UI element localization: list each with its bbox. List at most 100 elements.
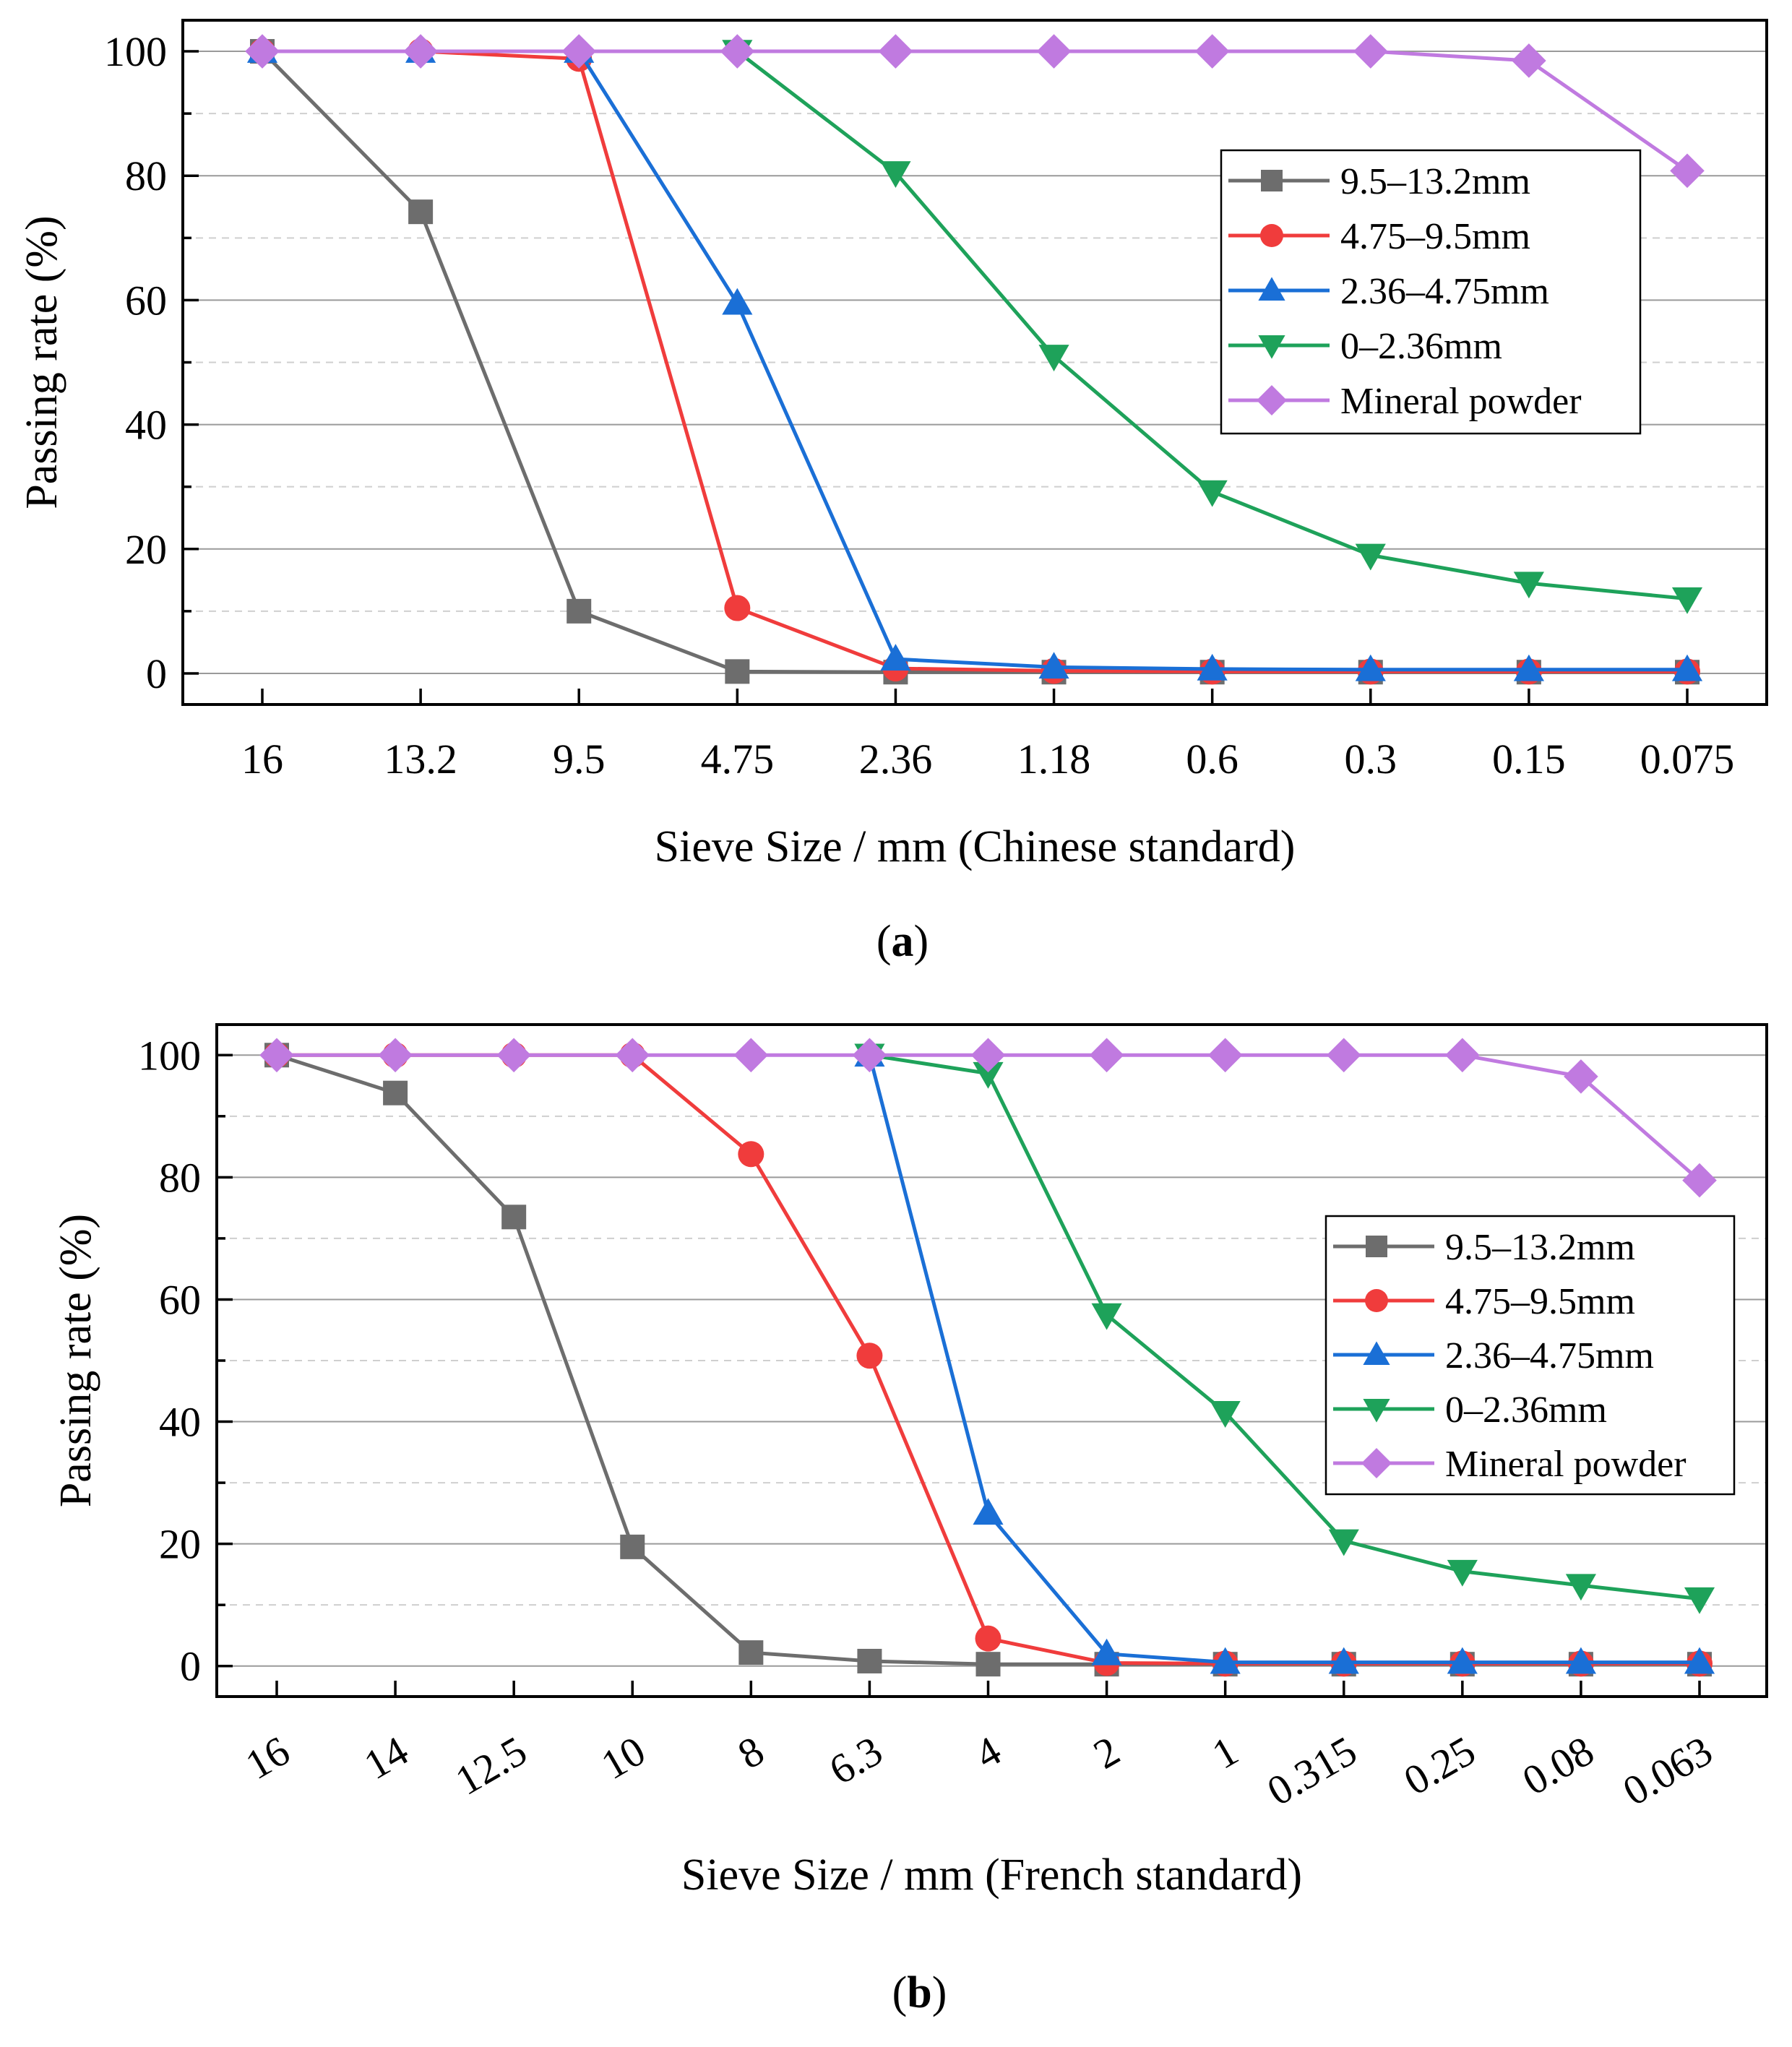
data-point-mineral-powder-16 [259,1038,294,1073]
legend-marker-4-75-9-5mm [1365,1289,1388,1312]
legend-marker-mineral-powder [1257,385,1287,415]
y-tick-label: 100 [104,28,167,75]
data-point-mineral-powder-0-315 [1326,1038,1361,1073]
x-tick-label: 0.15 [1492,736,1566,783]
data-point-mineral-powder-10 [615,1038,650,1073]
y-axis-title: Passing rate (%) [17,215,66,509]
y-tick-label: 60 [159,1276,201,1323]
data-point-9-5-13-2mm-9-5 [567,598,592,624]
series-line-2-36-4-75mm [867,1054,1700,1665]
x-tick-label: 0.08 [1515,1727,1601,1804]
data-point-mineral-powder-2-36 [878,34,913,69]
legend-label-mineral-powder: Mineral powder [1340,381,1582,422]
data-point-9-5-13-2mm-12-5 [501,1205,527,1230]
x-tick-label: 16 [241,736,283,783]
legend-marker-9-5-13-2mm [1261,170,1283,191]
y-axis-title: Passing rate (%) [51,1214,100,1507]
y-tick-label: 20 [159,1521,201,1568]
legend-marker-mineral-powder [1361,1448,1392,1478]
legend-label-4-75-9-5mm: 4.75–9.5mm [1445,1281,1635,1322]
data-point-4-75-9-5mm-8 [738,1141,764,1168]
data-point-mineral-powder-0-3 [1353,34,1388,69]
data-point-0-2-36mm-0-08 [1565,1574,1596,1601]
data-point-0-2-36mm-2-36 [880,161,911,189]
data-point-mineral-powder-1-18 [1036,34,1072,69]
x-tick-label: 1 [1205,1727,1246,1778]
chart-panel-b: 0 20 40 60 80 100 16 14 12.5 10 8 6.3 4 2 1 0.315 0.25 0.… [51,1023,1768,2017]
x-axis-title: Sieve Size / mm (French standard) [681,1850,1302,1900]
data-point-9-5-13-2mm-4-75 [725,659,750,684]
x-tick-label: 0.25 [1396,1727,1483,1804]
series-mineral-powder [259,1038,1717,1198]
data-point-mineral-powder-12-5 [496,1038,531,1073]
data-point-2-36-4-75mm-0-063 [1684,1647,1715,1674]
legend: 9.5–13.2mm 4.75–9.5mm 2.36–4.75mm 0–2.36mm M… [1220,149,1642,435]
legend-label-9-5-13-2mm: 9.5–13.2mm [1340,161,1530,202]
data-point-mineral-powder-4-75 [720,34,755,69]
x-tick-label: 0.075 [1640,736,1735,783]
data-point-2-36-4-75mm-0-075 [1671,654,1703,681]
data-point-2-36-4-75mm-4 [973,1498,1004,1525]
data-point-2-36-4-75mm-2-36 [880,644,911,671]
x-tick-label: 0.3 [1345,736,1397,783]
x-tick-label: 0.6 [1186,736,1239,783]
legend-label-4-75-9-5mm: 4.75–9.5mm [1340,216,1530,257]
data-point-4-75-9-5mm-4-75 [724,595,751,621]
series-2-36-4-75mm [854,1040,1715,1674]
x-tick-label: 2.36 [859,736,933,783]
data-point-0-2-36mm-4 [973,1061,1004,1089]
legend-label-2-36-4-75mm: 2.36–4.75mm [1445,1335,1654,1376]
data-point-mineral-powder-8 [733,1038,769,1073]
y-tick-label: 100 [138,1032,201,1079]
legend-marker-0-2-36mm [1258,335,1285,359]
data-point-9-5-13-2mm-14 [383,1080,408,1106]
x-tick-label: 2 [1085,1727,1127,1778]
x-tick-label: 14 [356,1727,416,1788]
data-point-mineral-powder-6-3 [852,1038,887,1073]
x-tick-label: 16 [238,1727,298,1788]
data-point-2-36-4-75mm-0-315 [1328,1647,1359,1674]
legend-marker-2-36-4-75mm [1363,1341,1390,1365]
data-point-mineral-powder-16 [245,34,280,69]
data-point-2-36-4-75mm-4-75 [722,288,753,315]
panel-caption: (a) [876,917,929,966]
x-axis-title: Sieve Size / mm (Chinese standard) [655,822,1296,871]
data-point-0-2-36mm-0-075 [1671,587,1703,614]
data-point-0-2-36mm-0-063 [1684,1587,1715,1614]
legend-marker-9-5-13-2mm [1366,1236,1387,1257]
legend-label-9-5-13-2mm: 9.5–13.2mm [1445,1227,1635,1268]
panel-caption: (b) [892,1968,947,2017]
x-tick-label: 10 [593,1727,653,1788]
data-point-mineral-powder-0-15 [1512,43,1546,78]
x-tick-label: 8 [730,1727,772,1778]
data-point-2-36-4-75mm-0-25 [1447,1647,1478,1674]
data-point-0-2-36mm-0-15 [1513,572,1544,599]
series-line-mineral-powder [262,49,1689,173]
data-point-9-5-13-2mm-13-2 [408,199,434,225]
x-tick-label: 13.2 [384,736,457,783]
data-point-mineral-powder-2 [1089,1038,1124,1073]
data-point-0-2-36mm-1 [1210,1401,1241,1428]
legend-marker-2-36-4-75mm [1258,277,1285,301]
x-tick-label: 4.75 [701,736,775,783]
series-line-0-2-36mm [869,1053,1700,1601]
data-point-9-5-13-2mm-8 [738,1640,764,1665]
data-point-mineral-powder-14 [378,1038,413,1073]
data-point-2-36-4-75mm-0-08 [1565,1647,1596,1674]
legend-marker-0-2-36mm [1363,1399,1390,1423]
y-tick-label: 0 [146,650,167,697]
y-tick-label: 80 [125,152,167,199]
y-tick-label: 20 [125,526,167,573]
data-point-mineral-powder-0-075 [1670,153,1705,189]
data-point-9-5-13-2mm-4 [975,1652,1001,1677]
series-mineral-powder [245,34,1705,189]
y-tick-label: 40 [159,1399,201,1446]
data-point-mineral-powder-1 [1207,1038,1243,1073]
y-tick-label: 60 [125,277,167,324]
chart-panel-a: 0 20 40 60 80 100 16 13.2 9.5 4.75 2.36 1.18 0.6 0.3 0… [17,19,1768,966]
x-tick-label: 9.5 [553,736,606,783]
legend-label-2-36-4-75mm: 2.36–4.75mm [1340,271,1549,312]
legend: 9.5–13.2mm 4.75–9.5mm 2.36–4.75mm 0–2.36mm M… [1324,1215,1736,1496]
data-point-2-36-4-75mm-0-6 [1197,653,1228,681]
